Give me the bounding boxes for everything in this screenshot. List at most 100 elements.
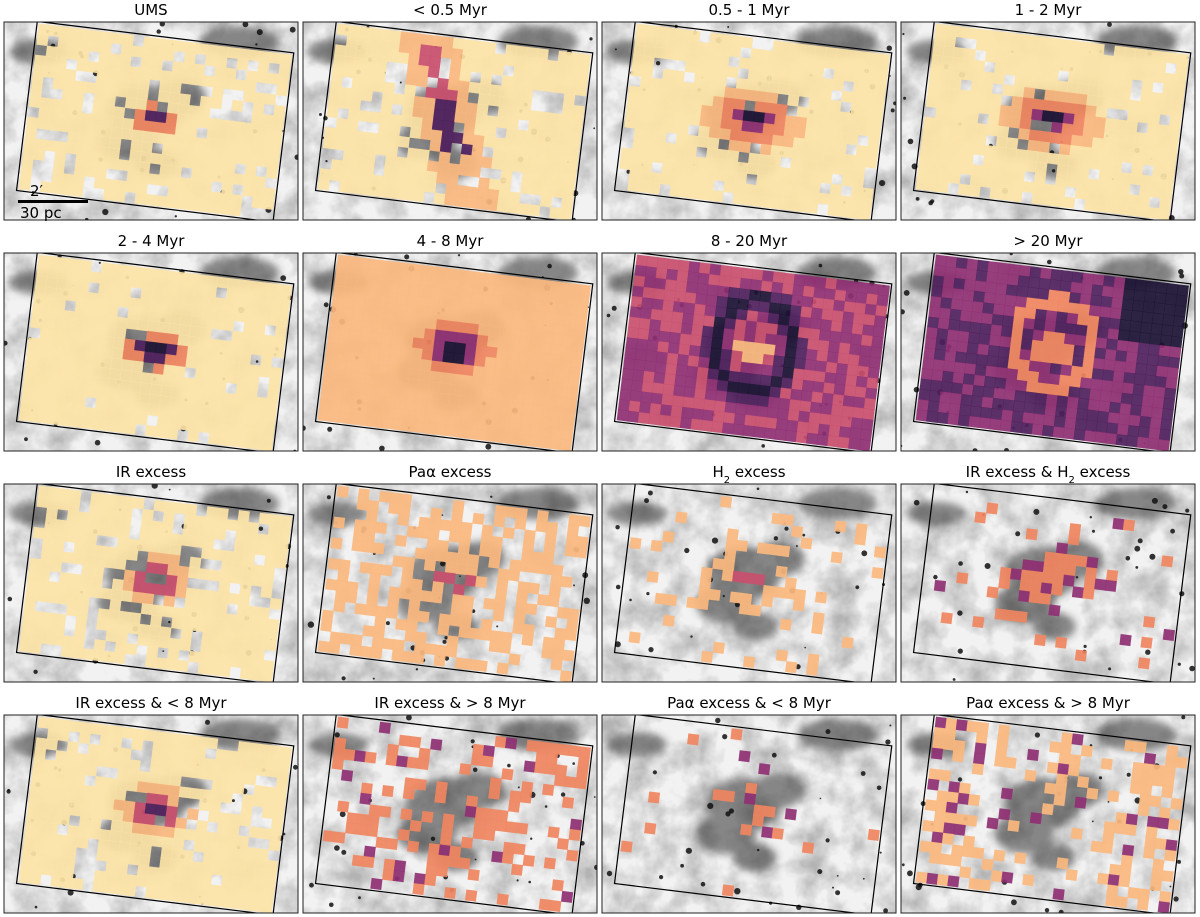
density-cell	[738, 372, 752, 385]
density-cell	[951, 57, 965, 70]
density-cell	[1063, 102, 1077, 115]
density-cell	[1039, 361, 1052, 374]
density-cell	[661, 393, 674, 407]
star	[474, 858, 477, 861]
density-cell	[59, 110, 72, 123]
density-cell	[1138, 794, 1152, 807]
density-cell	[644, 360, 657, 373]
density-cell	[694, 387, 707, 400]
density-cell	[477, 324, 490, 337]
density-cell	[990, 408, 1003, 421]
density-cell	[1061, 354, 1074, 367]
density-cell	[52, 161, 66, 174]
density-cell	[452, 268, 465, 281]
density-cell	[351, 308, 364, 321]
density-cell	[961, 845, 974, 858]
density-cell	[199, 326, 212, 339]
density-cell	[423, 97, 437, 110]
density-cell	[722, 559, 736, 572]
density-cell	[506, 117, 519, 130]
density-cell	[264, 786, 277, 799]
density-cell	[785, 199, 798, 212]
density-cell	[468, 165, 482, 178]
density-cell	[718, 359, 732, 372]
density-cell	[641, 66, 654, 79]
density-cell	[356, 36, 369, 49]
density-cell	[406, 147, 420, 160]
density-cell	[56, 46, 69, 59]
density-cell	[1134, 279, 1147, 292]
density-cell	[986, 40, 999, 53]
density-cell	[223, 770, 236, 783]
density-cell	[551, 879, 564, 892]
density-cell	[1148, 427, 1161, 440]
density-cell	[733, 329, 746, 342]
density-cell	[524, 57, 538, 70]
density-cell	[216, 822, 230, 835]
density-cell	[962, 142, 976, 155]
density-cell	[417, 64, 430, 77]
density-cell	[208, 663, 221, 676]
density-cell	[873, 546, 887, 559]
density-cell	[679, 417, 693, 430]
density-cell	[568, 135, 581, 148]
density-cell	[201, 400, 214, 413]
density-cell	[364, 373, 378, 386]
survey-footprint-outline	[15, 484, 295, 682]
density-cell	[972, 752, 986, 765]
density-cell	[89, 271, 102, 284]
density-cell	[822, 151, 836, 164]
density-cell	[1060, 133, 1073, 146]
density-cell	[207, 117, 220, 130]
density-cell	[680, 323, 693, 336]
density-cell	[127, 769, 140, 782]
panel-frame	[601, 714, 897, 914]
density-cell	[1128, 414, 1141, 427]
star	[94, 439, 101, 446]
density-cell	[772, 124, 786, 137]
density-cell	[1125, 120, 1138, 133]
density-cell	[1141, 80, 1154, 93]
density-cell	[63, 855, 76, 869]
density-cell	[181, 156, 194, 169]
density-cell	[1116, 423, 1130, 436]
density-cell	[654, 277, 667, 290]
density-cell	[436, 539, 450, 552]
density-cell	[32, 757, 45, 770]
density-cell	[974, 742, 987, 755]
density-cell	[197, 200, 210, 213]
star	[655, 61, 661, 66]
density-cell	[1140, 321, 1153, 334]
density-cell	[776, 324, 789, 337]
density-cell	[1068, 523, 1082, 536]
density-cell	[240, 342, 253, 355]
density-cell	[638, 86, 651, 99]
density-cell	[264, 870, 277, 883]
density-cell	[72, 174, 85, 187]
density-cell	[461, 49, 474, 62]
density-cell	[18, 409, 31, 422]
density-cell	[337, 569, 350, 582]
density-cell	[953, 130, 966, 143]
density-cell	[975, 353, 989, 367]
density-cell	[57, 36, 70, 49]
density-cell	[872, 325, 885, 338]
density-cell	[931, 369, 944, 382]
density-cell	[544, 70, 557, 83]
density-cell	[46, 591, 59, 604]
density-cell	[245, 301, 258, 314]
survey-footprint-outline	[15, 253, 295, 451]
density-cell	[1148, 112, 1161, 125]
density-cell	[173, 365, 186, 378]
density-cell	[1156, 365, 1169, 378]
density-cell	[1046, 68, 1059, 81]
density-cell	[741, 351, 754, 364]
density-cell	[486, 335, 500, 349]
star	[1091, 820, 1094, 823]
density-cell	[458, 395, 471, 408]
density-cell	[813, 55, 826, 68]
density-cell	[487, 188, 500, 201]
density-cell	[1115, 350, 1128, 363]
density-cell	[261, 890, 275, 903]
density-cell	[234, 856, 247, 869]
